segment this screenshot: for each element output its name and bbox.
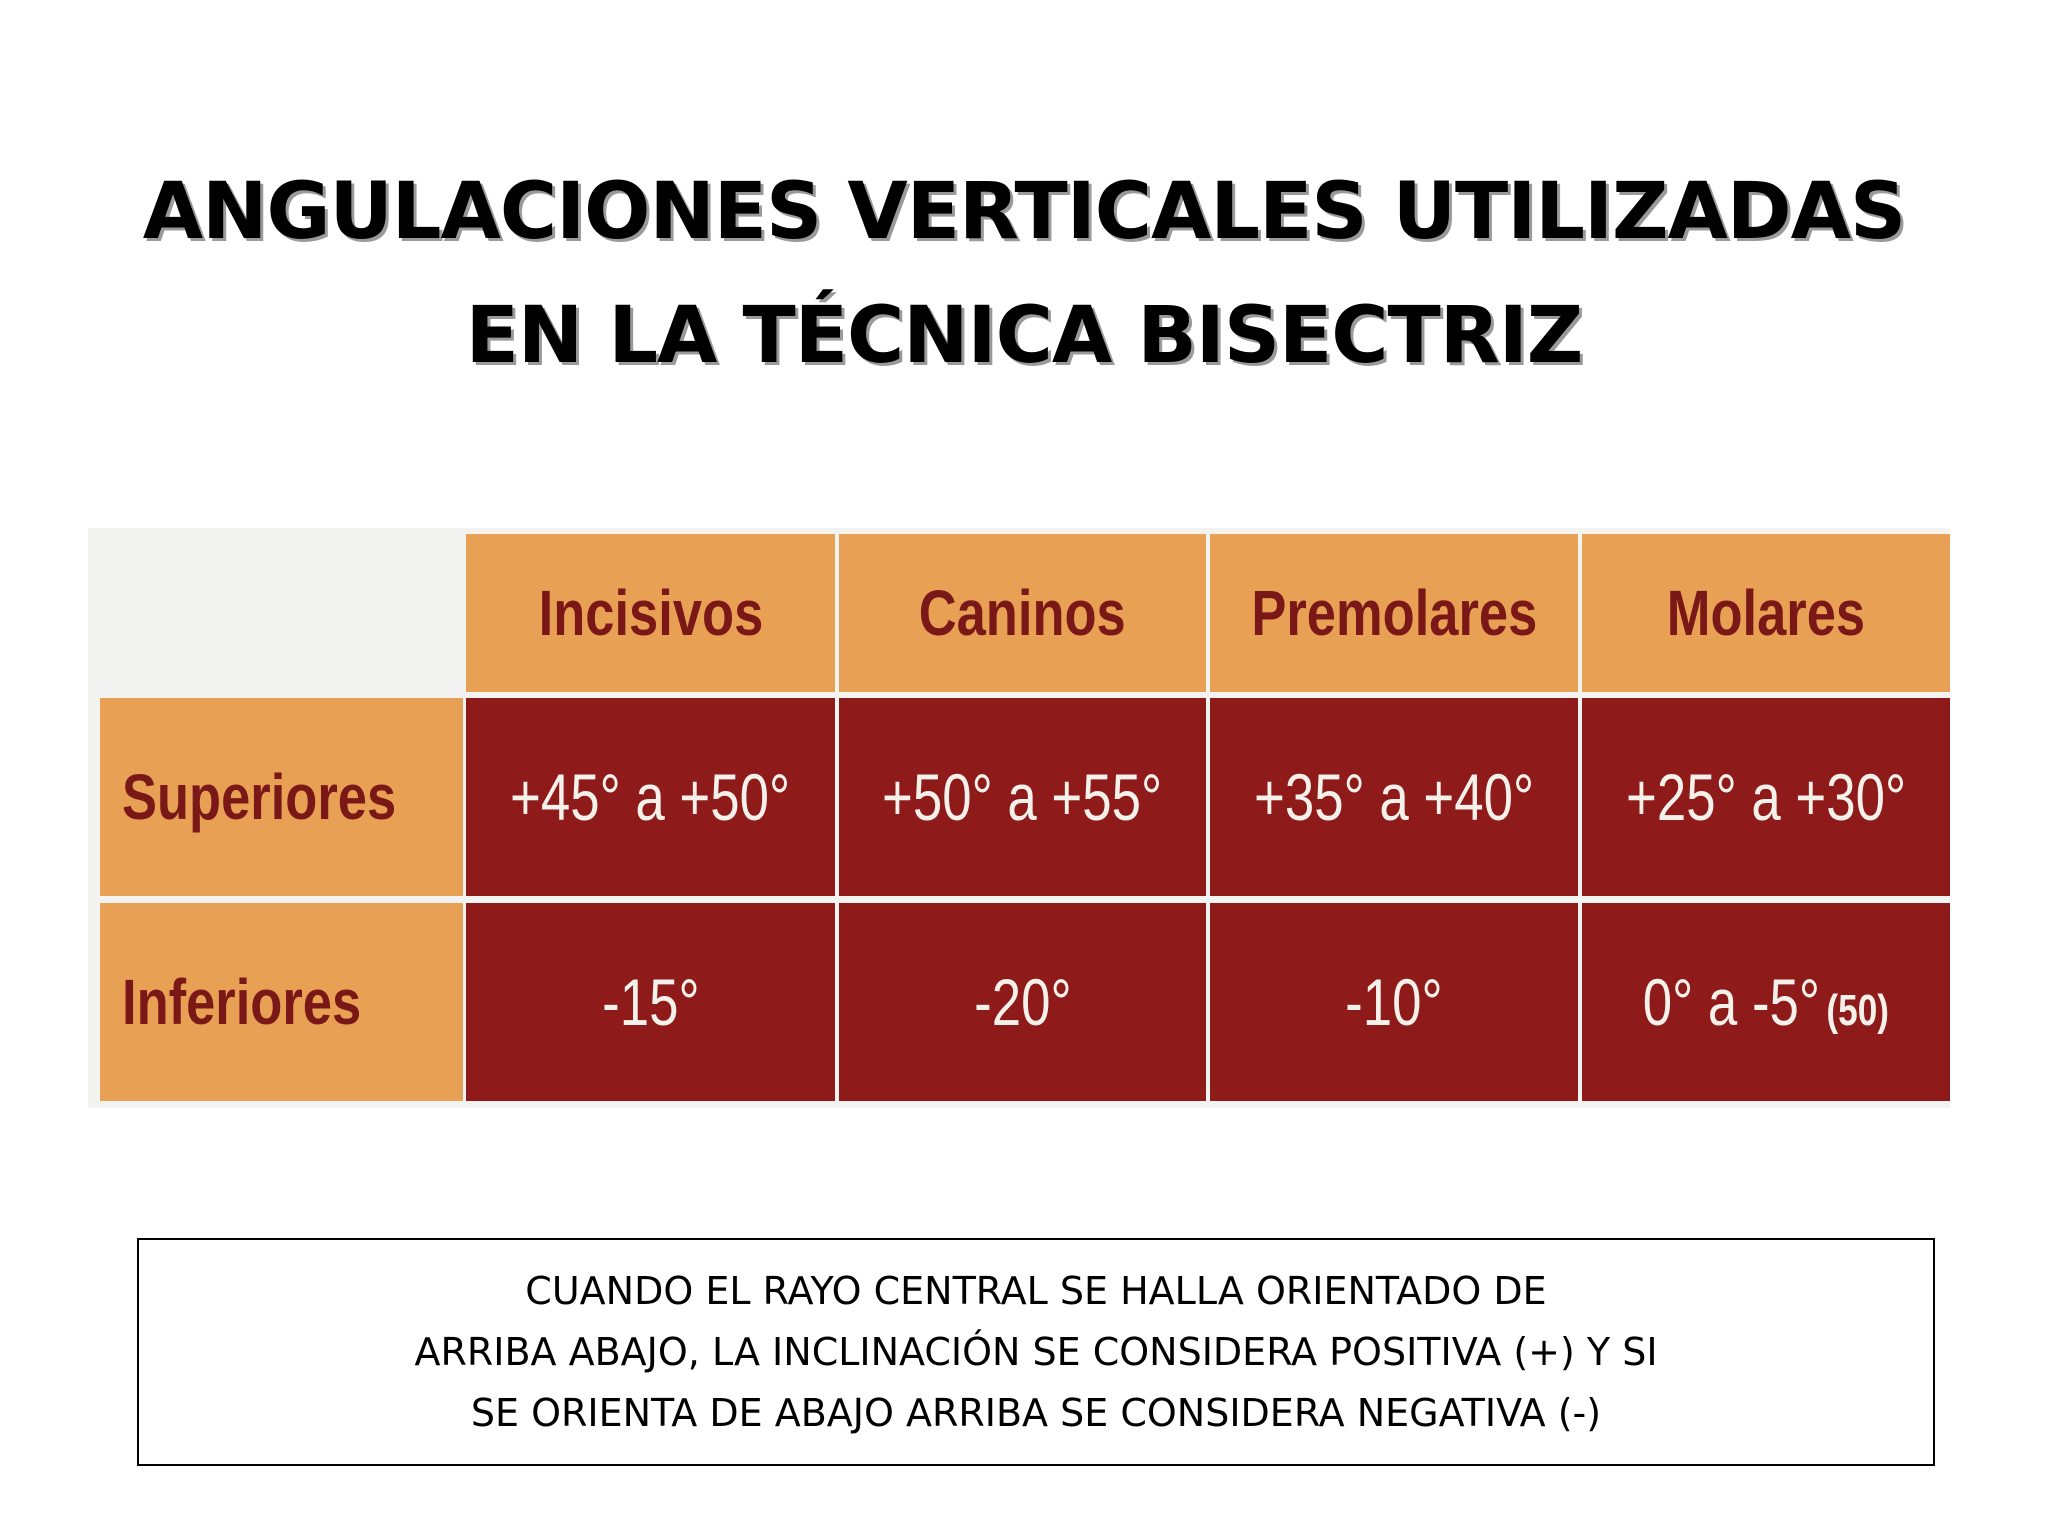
value-inferiores-premolares: -10°	[1210, 903, 1578, 1101]
value-inferiores-caninos: -20°	[839, 903, 1206, 1101]
value-inferiores-incisivos: -15°	[466, 903, 835, 1101]
column-header-molares: Molares	[1582, 534, 1950, 692]
column-header-premolares: Premolares	[1210, 534, 1578, 692]
table-grid: Incisivos Caninos Premolares Molares Sup…	[88, 528, 1950, 1108]
row-header-superiores: Superiores	[100, 698, 463, 896]
table-corner	[88, 528, 463, 690]
value-superiores-molares: +25° a +30°	[1582, 698, 1950, 896]
value-superiores-caninos: +50° a +55°	[839, 698, 1206, 896]
note-line-2: ARRIBA ABAJO, LA INCLINACIÓN SE CONSIDER…	[414, 1329, 1658, 1374]
title-line-2: EN LA TÉCNICA BISECTRIZ	[465, 291, 1584, 381]
title-line-1: ANGULACIONES VERTICALES UTILIZADAS	[142, 167, 1906, 257]
column-header-caninos: Caninos	[839, 534, 1206, 692]
value-superiores-incisivos: +45° a +50°	[466, 698, 835, 896]
explanation-note: CUANDO EL RAYO CENTRAL SE HALLA ORIENTAD…	[137, 1238, 1935, 1466]
note-line-1: CUANDO EL RAYO CENTRAL SE HALLA ORIENTAD…	[525, 1268, 1547, 1313]
value-inferiores-molares: 0° a -5° (50)	[1582, 903, 1950, 1101]
page-title: ANGULACIONES VERTICALES UTILIZADAS EN LA…	[0, 150, 2048, 398]
value-inferiores-molares-text: 0° a -5°	[1642, 965, 1821, 1039]
angulation-table: Incisivos Caninos Premolares Molares Sup…	[88, 528, 1950, 1108]
value-superiores-premolares: +35° a +40°	[1210, 698, 1578, 896]
note-line-3: SE ORIENTA DE ABAJO ARRIBA SE CONSIDERA …	[470, 1390, 1602, 1435]
row-header-inferiores: Inferiores	[100, 903, 463, 1101]
column-header-incisivos: Incisivos	[466, 534, 835, 692]
reference-number: (50)	[1826, 986, 1890, 1035]
